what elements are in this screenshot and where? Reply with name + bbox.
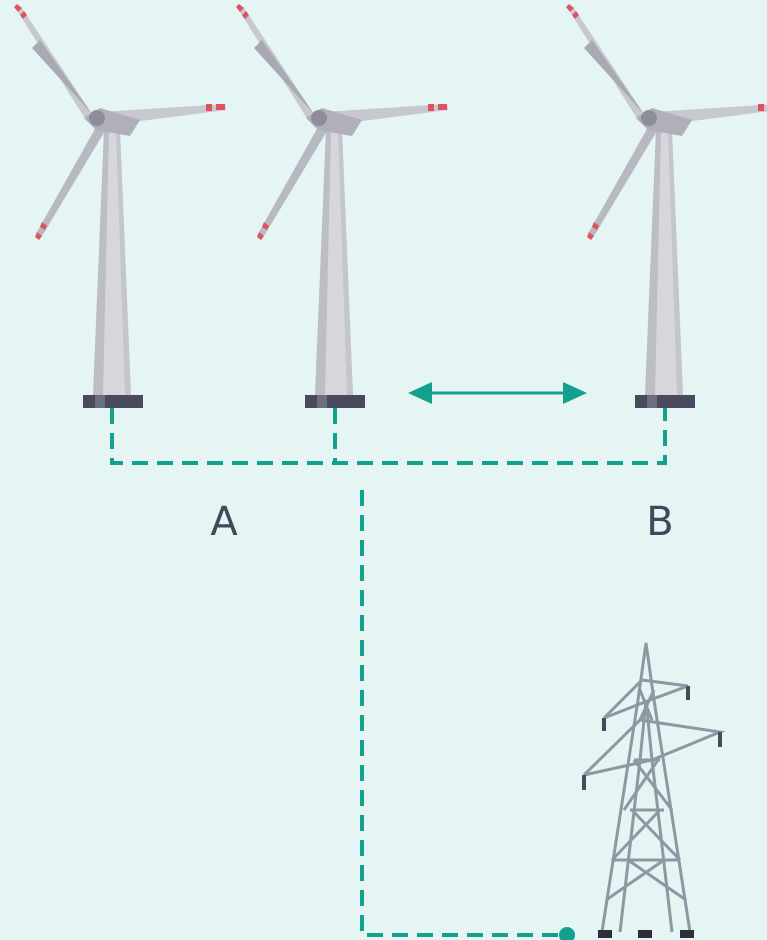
label: B [646,499,673,545]
diagram: A B [0,0,767,940]
label: A [210,499,238,545]
